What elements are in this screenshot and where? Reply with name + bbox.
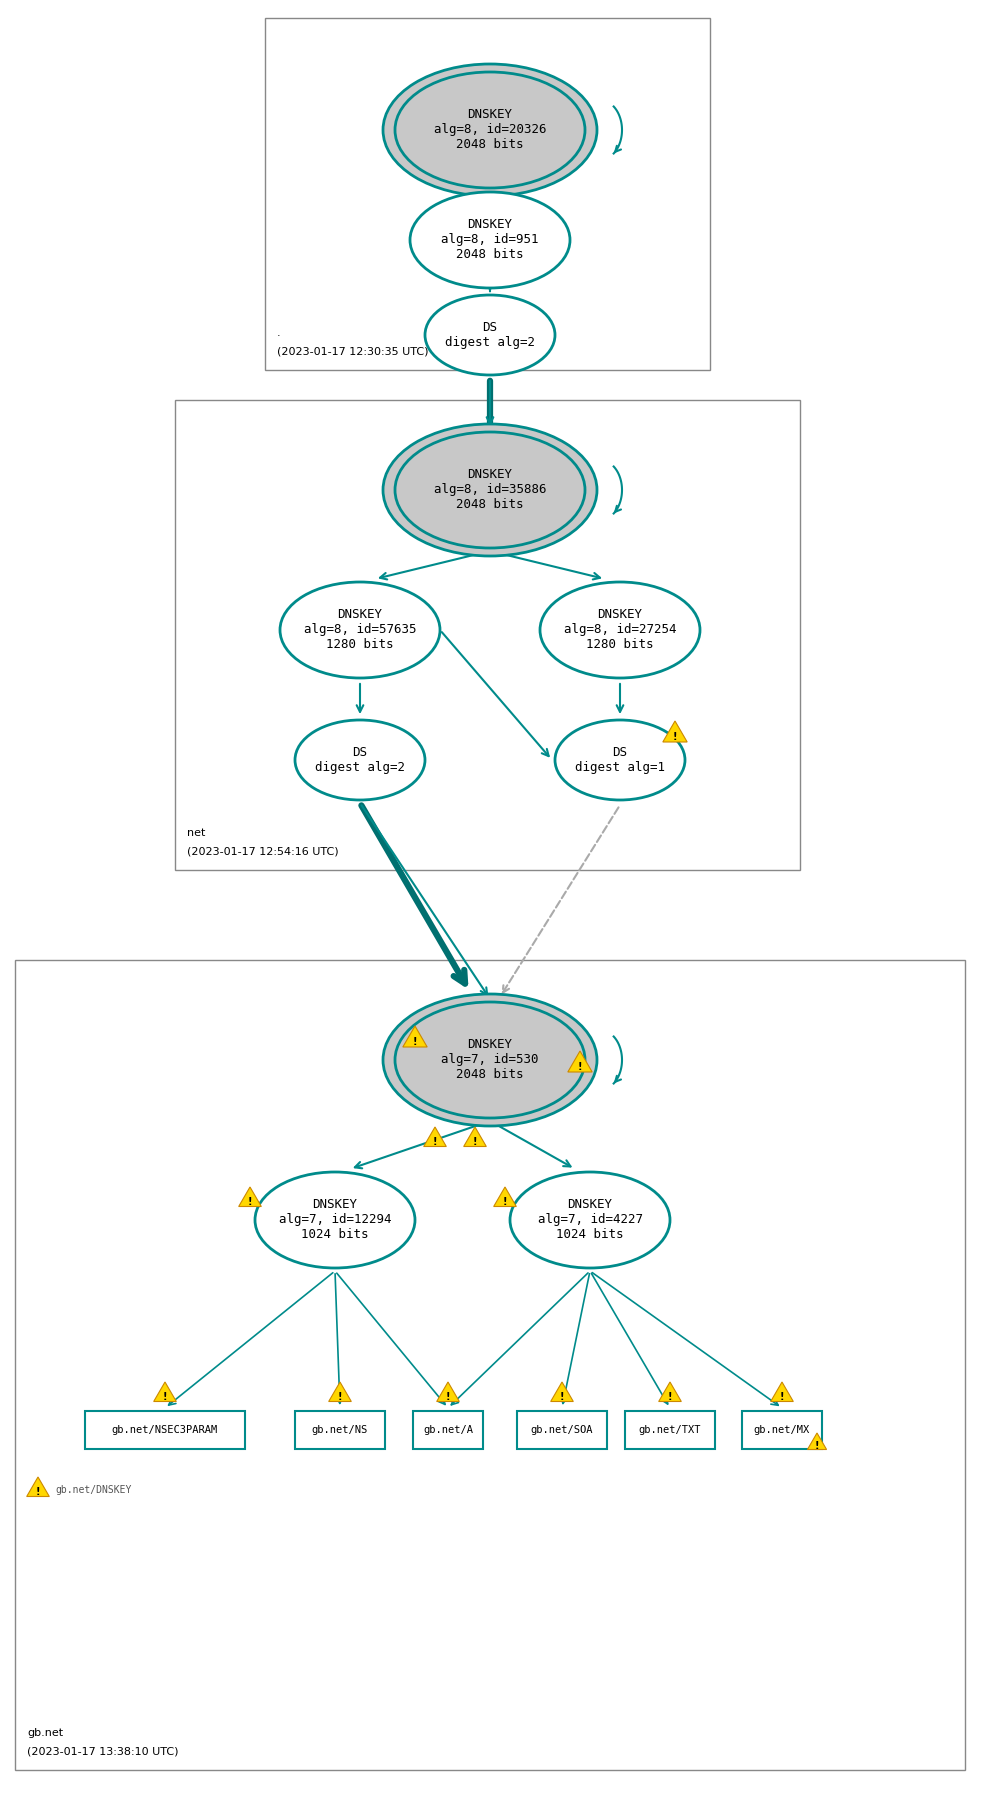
Text: DNSKEY
alg=8, id=57635
1280 bits: DNSKEY alg=8, id=57635 1280 bits	[304, 609, 416, 652]
Ellipse shape	[510, 1173, 670, 1268]
Text: gb.net/DNSKEY: gb.net/DNSKEY	[55, 1485, 131, 1494]
Text: DNSKEY
alg=8, id=20326
2048 bits: DNSKEY alg=8, id=20326 2048 bits	[434, 108, 546, 151]
Text: !: !	[780, 1392, 784, 1403]
FancyBboxPatch shape	[413, 1412, 483, 1449]
Polygon shape	[658, 1381, 682, 1401]
FancyBboxPatch shape	[175, 401, 800, 869]
Text: !: !	[433, 1137, 438, 1148]
Polygon shape	[550, 1381, 573, 1401]
Text: !: !	[815, 1440, 819, 1451]
Text: (2023-01-17 12:54:16 UTC): (2023-01-17 12:54:16 UTC)	[187, 846, 338, 857]
Polygon shape	[403, 1026, 427, 1047]
Polygon shape	[154, 1381, 177, 1401]
Text: DS
digest alg=1: DS digest alg=1	[575, 745, 665, 774]
Text: !: !	[163, 1392, 167, 1403]
Text: !: !	[673, 733, 677, 742]
Text: gb.net/A: gb.net/A	[423, 1424, 473, 1435]
FancyBboxPatch shape	[742, 1412, 822, 1449]
Text: !: !	[668, 1392, 672, 1403]
Text: net: net	[187, 828, 205, 839]
Text: gb.net: gb.net	[27, 1728, 63, 1739]
Ellipse shape	[395, 72, 585, 189]
Text: !: !	[445, 1392, 450, 1403]
Polygon shape	[663, 720, 687, 742]
Text: !: !	[337, 1392, 342, 1403]
Text: !: !	[578, 1061, 583, 1072]
Ellipse shape	[540, 582, 700, 679]
Polygon shape	[329, 1381, 351, 1401]
Text: gb.net/MX: gb.net/MX	[753, 1424, 810, 1435]
Ellipse shape	[425, 295, 555, 375]
Text: DNSKEY
alg=8, id=35886
2048 bits: DNSKEY alg=8, id=35886 2048 bits	[434, 469, 546, 512]
Text: DNSKEY
alg=7, id=12294
1024 bits: DNSKEY alg=7, id=12294 1024 bits	[279, 1198, 391, 1241]
Text: DNSKEY
alg=8, id=27254
1280 bits: DNSKEY alg=8, id=27254 1280 bits	[564, 609, 676, 652]
Text: (2023-01-17 13:38:10 UTC): (2023-01-17 13:38:10 UTC)	[27, 1746, 179, 1756]
Text: gb.net/SOA: gb.net/SOA	[531, 1424, 594, 1435]
Ellipse shape	[295, 720, 425, 799]
Text: gb.net/NSEC3PARAM: gb.net/NSEC3PARAM	[112, 1424, 218, 1435]
Ellipse shape	[395, 433, 585, 548]
Text: (2023-01-17 12:30:35 UTC): (2023-01-17 12:30:35 UTC)	[277, 347, 429, 356]
Polygon shape	[26, 1476, 49, 1496]
Polygon shape	[424, 1128, 446, 1146]
Ellipse shape	[410, 192, 570, 287]
FancyBboxPatch shape	[265, 18, 710, 370]
Ellipse shape	[255, 1173, 415, 1268]
Text: DS
digest alg=2: DS digest alg=2	[445, 321, 535, 348]
Ellipse shape	[280, 582, 440, 679]
Text: .: .	[277, 329, 281, 338]
FancyBboxPatch shape	[85, 1412, 245, 1449]
Text: !: !	[35, 1487, 40, 1496]
Text: DNSKEY
alg=8, id=951
2048 bits: DNSKEY alg=8, id=951 2048 bits	[441, 219, 539, 262]
FancyBboxPatch shape	[625, 1412, 715, 1449]
FancyBboxPatch shape	[15, 961, 965, 1771]
Ellipse shape	[555, 720, 685, 799]
Ellipse shape	[383, 424, 597, 557]
Ellipse shape	[395, 1002, 585, 1117]
Text: !: !	[473, 1137, 477, 1148]
Text: gb.net/NS: gb.net/NS	[312, 1424, 368, 1435]
Polygon shape	[464, 1128, 487, 1146]
Polygon shape	[493, 1187, 516, 1207]
Polygon shape	[238, 1187, 261, 1207]
Text: !: !	[248, 1196, 252, 1207]
Text: !: !	[413, 1036, 417, 1047]
Text: !: !	[502, 1196, 507, 1207]
FancyBboxPatch shape	[517, 1412, 607, 1449]
Text: DNSKEY
alg=7, id=530
2048 bits: DNSKEY alg=7, id=530 2048 bits	[441, 1038, 539, 1081]
Ellipse shape	[383, 65, 597, 196]
Polygon shape	[568, 1051, 593, 1072]
Text: !: !	[560, 1392, 564, 1403]
Polygon shape	[437, 1381, 459, 1401]
Polygon shape	[807, 1433, 827, 1449]
Ellipse shape	[383, 993, 597, 1126]
Polygon shape	[771, 1381, 794, 1401]
FancyBboxPatch shape	[295, 1412, 385, 1449]
Text: gb.net/TXT: gb.net/TXT	[639, 1424, 701, 1435]
Text: DS
digest alg=2: DS digest alg=2	[315, 745, 405, 774]
Text: DNSKEY
alg=7, id=4227
1024 bits: DNSKEY alg=7, id=4227 1024 bits	[538, 1198, 643, 1241]
